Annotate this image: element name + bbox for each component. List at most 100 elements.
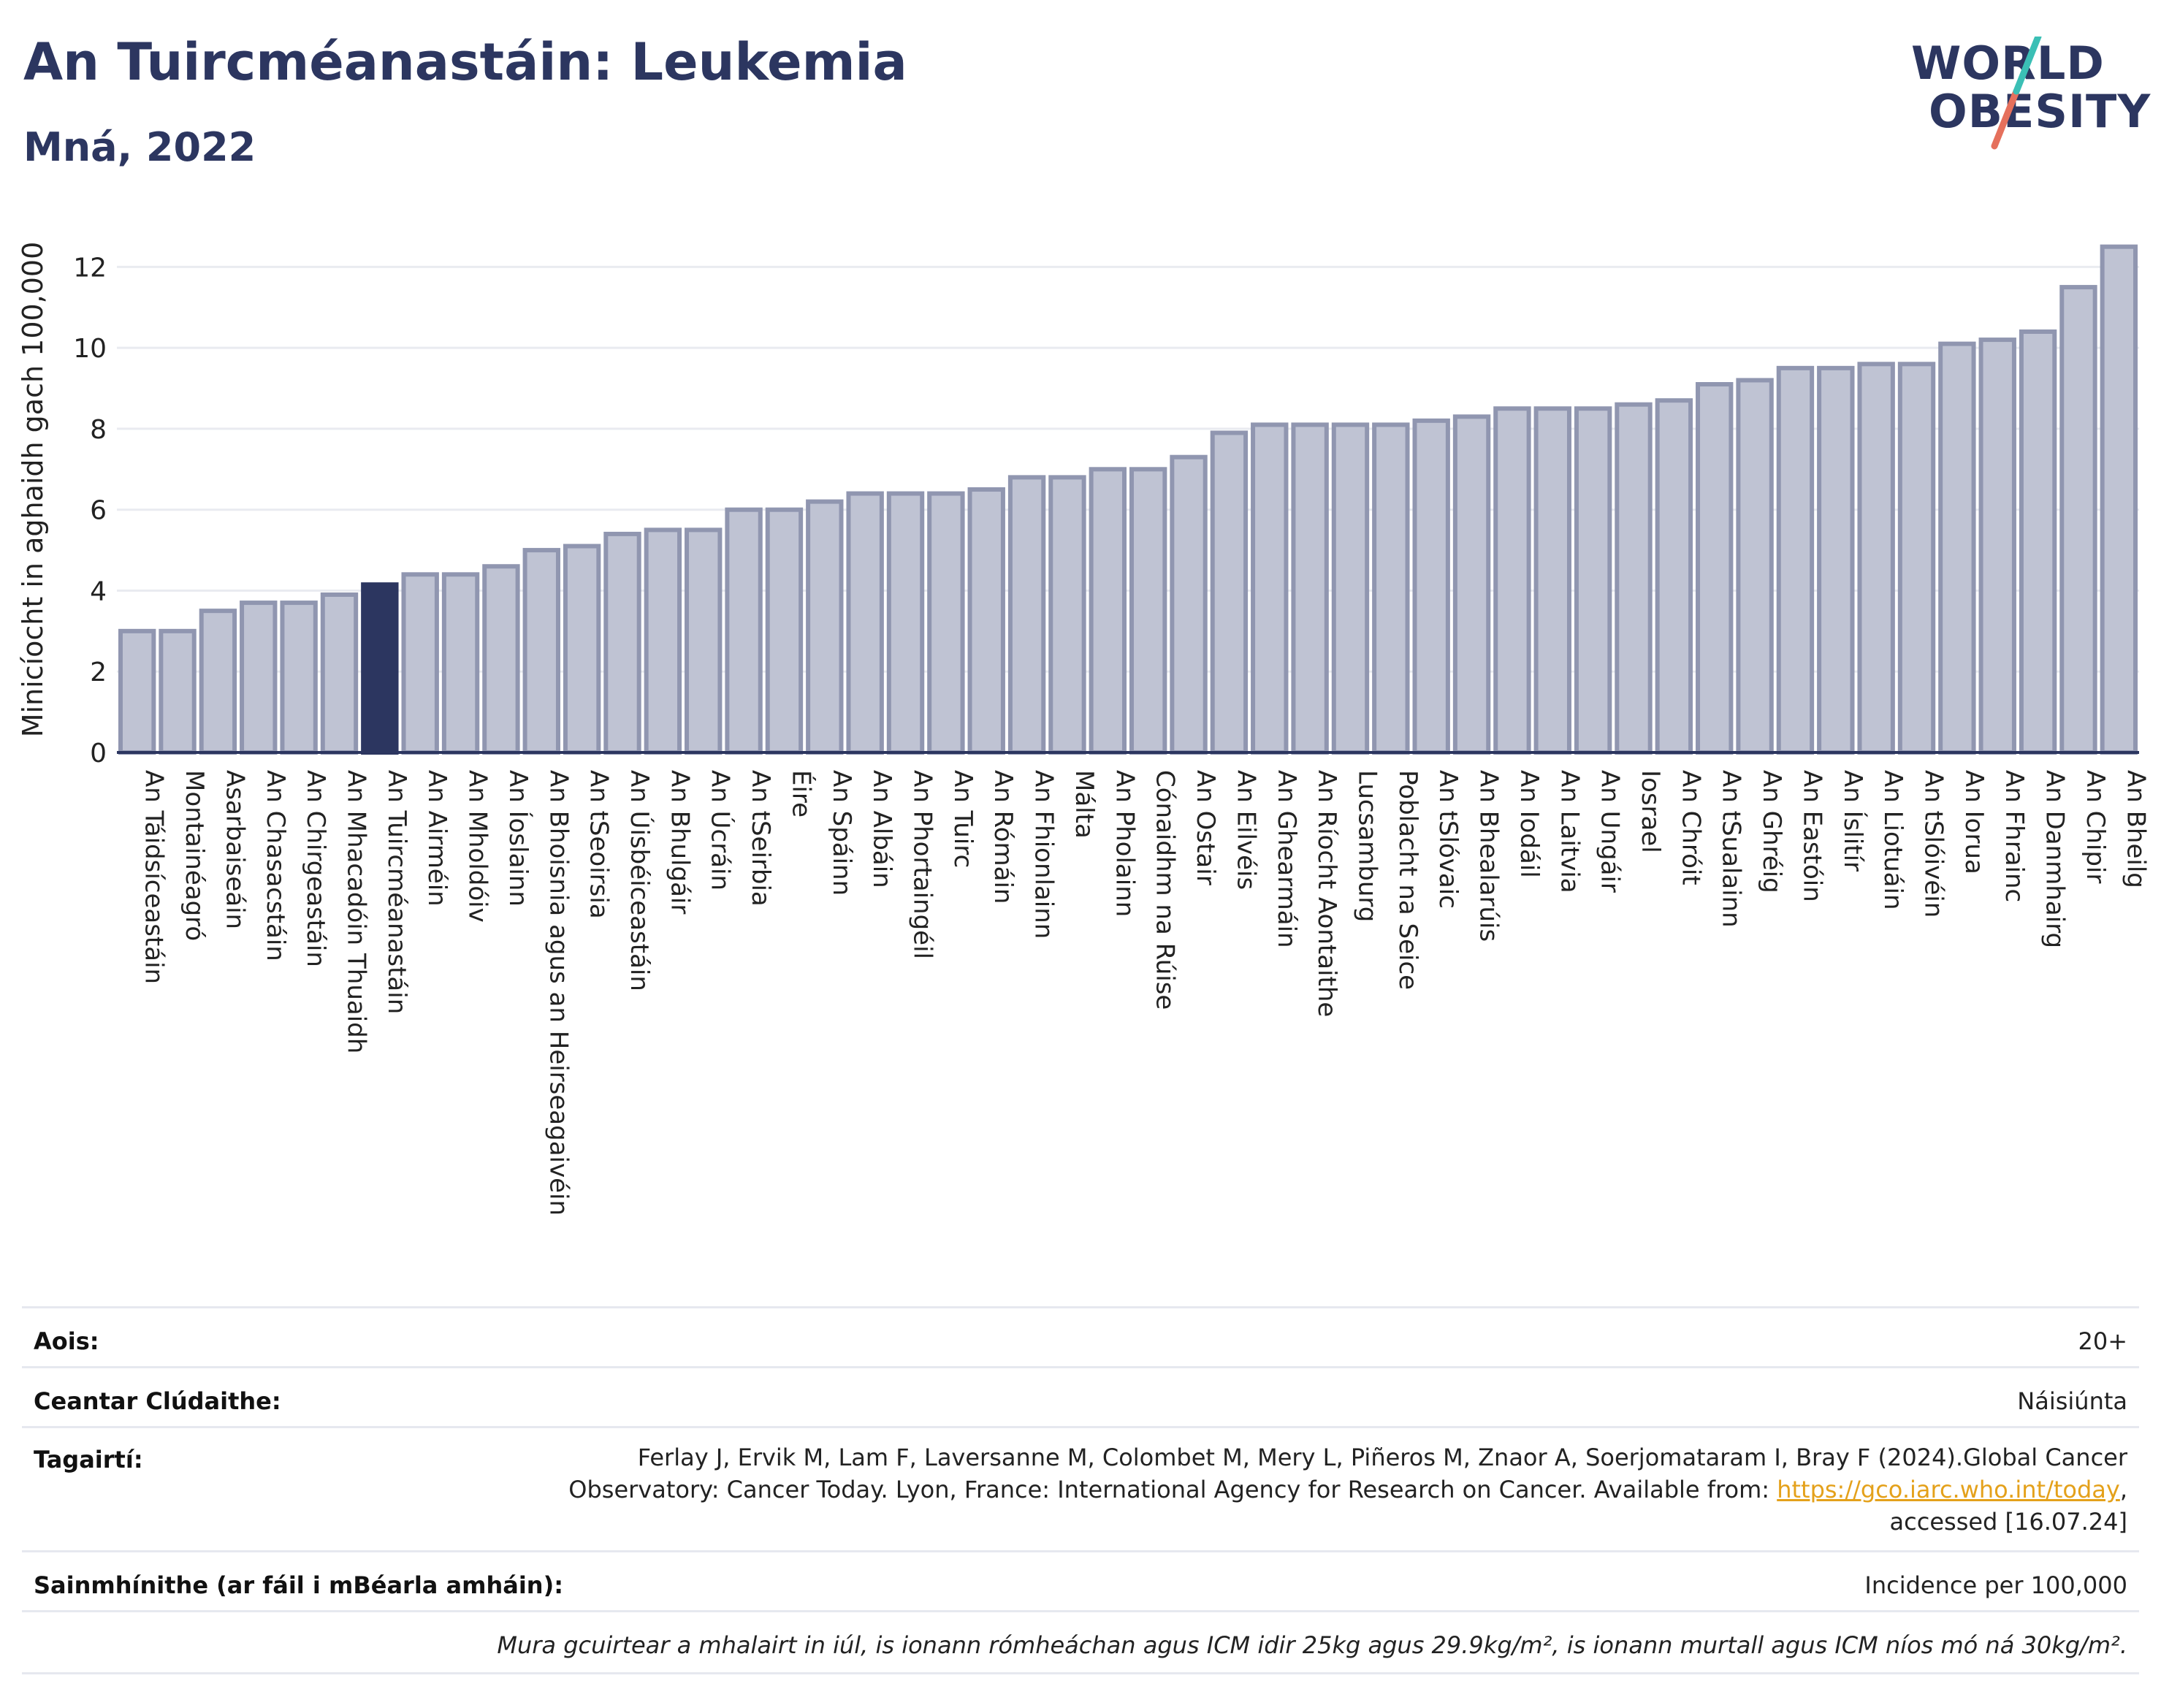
x-tick-label: An Bhoisnia agus an Heirseagaivéin (544, 770, 573, 1216)
x-tick-label: An Tuirc (948, 770, 977, 868)
y-tick-labels: 0 2 4 6 8 10 12 (73, 253, 107, 769)
x-tick-label: An Tuircméanastáin (382, 770, 411, 1014)
x-tick-label: An Liotuáin (1878, 770, 1907, 910)
reference-link[interactable]: https://gco.iarc.who.int/today (1777, 1476, 2120, 1503)
x-tick-label: An Fhionlainn (1029, 770, 1059, 939)
reference-line-3: accessed [16.07.24] (1889, 1508, 2127, 1536)
x-tick-label: An Úcráin (706, 770, 736, 891)
y-tick-label: 6 (90, 496, 107, 526)
bar (1048, 475, 1086, 755)
bar (1251, 422, 1289, 755)
bars (117, 244, 2139, 755)
x-tick-label: An tSlóivéin (1919, 770, 1948, 918)
x-tick-label: Cónaidhm na Rúise (1151, 770, 1180, 1010)
bar (1696, 382, 1734, 755)
x-tick-label: An Spáinn (827, 770, 856, 896)
x-tick-label: An tSualainn (1717, 770, 1746, 928)
logo-line-1: WORLD (1911, 37, 2105, 90)
info-row-note: Mura gcuirtear a mhalairt in iúl, is ion… (22, 1610, 2139, 1674)
x-tick-label: An Phortaingéil (908, 770, 937, 959)
x-tick-label: An Ostair (1191, 770, 1220, 885)
bar (1978, 338, 2016, 755)
bar (482, 564, 520, 755)
age-label: Aois: (34, 1327, 99, 1355)
bar (401, 572, 439, 755)
x-tick-label: An Chirgeastáin (301, 770, 330, 967)
bar (2100, 244, 2138, 755)
x-tick-label: An Danmhairg (2040, 770, 2070, 948)
bar (199, 609, 237, 755)
x-tick-label: An Chipir (2081, 770, 2110, 883)
bar (118, 628, 156, 755)
bar (441, 572, 480, 755)
x-tick-label: Montainéagró (180, 770, 209, 941)
bar (2059, 285, 2097, 755)
x-tick-labels: An Táidsíceastáin Montainéagró Asarbaiseái… (140, 770, 2151, 1216)
bar (1736, 378, 1774, 755)
x-tick-label: An Albáin (867, 770, 896, 888)
bar (1372, 422, 1410, 755)
bar (1817, 365, 1855, 755)
definitions-label: Sainmhínithe (ar fáil i mBéarla amháin): (34, 1571, 563, 1599)
area-value: Náisiúnta (2017, 1387, 2127, 1415)
bar (1897, 362, 1936, 755)
x-tick-label: Málta (1070, 770, 1099, 839)
bar (725, 507, 763, 755)
x-tick-label: An Táidsíceastáin (140, 770, 169, 984)
y-tick-label: 2 (90, 657, 107, 687)
bar (2019, 329, 2057, 755)
bar (1291, 422, 1329, 755)
logo-line-2: OBESITY (1929, 85, 2152, 138)
bar (1776, 365, 1815, 755)
bar (522, 548, 560, 755)
x-tick-label: An Ghréig (1757, 770, 1786, 893)
definitions-value: Incidence per 100,000 (1864, 1571, 2127, 1599)
references-value: Ferlay J, Ervik M, Lam F, Laversanne M, … (374, 1441, 2127, 1538)
bar (1574, 406, 1612, 755)
logo-slash-icon (1991, 37, 2042, 150)
bar (1331, 422, 1370, 755)
x-tick-label: An Ungáir (1596, 770, 1625, 893)
bar (240, 601, 278, 755)
y-axis-label: Minicíocht in aghaidh gach 100,000 (17, 242, 49, 738)
x-tick-label: An Mholdóiv (463, 770, 492, 923)
x-tick-label: Lucsamburg (1352, 770, 1381, 922)
bar (603, 531, 641, 755)
x-tick-label: An Eilvéis (1231, 770, 1260, 890)
x-tick-label: An Íoslainn (503, 770, 533, 907)
x-tick-label: An Íslitír (1838, 770, 1868, 872)
bar (280, 601, 318, 755)
bar (1655, 398, 1693, 755)
bar (685, 527, 723, 755)
age-value: 20+ (2078, 1327, 2127, 1355)
x-tick-label: An tSeoirsia (584, 770, 614, 919)
info-row-references: Tagairtí: Ferlay J, Ervik M, Lam F, Lave… (22, 1426, 2139, 1551)
x-tick-label: An tSeirbia (746, 770, 775, 907)
x-tick-label: An Fhrainc (2000, 770, 2029, 902)
bar (1089, 467, 1127, 755)
y-tick-label: 8 (90, 415, 107, 445)
page-subtitle: Mná, 2022 (23, 124, 256, 170)
y-tick-label: 12 (73, 253, 107, 283)
bar (320, 592, 359, 755)
bar (806, 499, 844, 755)
footnote: Mura gcuirtear a mhalairt in iúl, is ion… (497, 1631, 2127, 1659)
x-tick-label: An Pholainn (1110, 770, 1139, 917)
area-label: Ceantar Clúdaithe: (34, 1387, 281, 1415)
bar (1210, 430, 1249, 755)
bar (1533, 406, 1571, 755)
bar (927, 491, 965, 755)
reference-line-2-text: Observatory: Cancer Today. Lyon, France:… (568, 1476, 1777, 1503)
bar (765, 507, 804, 755)
x-tick-label: An Eastóin (1797, 770, 1826, 902)
x-tick-label: An tSlóvaic (1433, 770, 1463, 909)
bar (846, 491, 884, 755)
bar (1938, 341, 1976, 755)
info-row-age: Aois: 20+ (22, 1306, 2139, 1367)
bar (1170, 454, 1208, 755)
info-row-area: Ceantar Clúdaithe: Náisiúnta (22, 1366, 2139, 1427)
references-label: Tagairtí: (34, 1446, 143, 1473)
x-tick-label: An Chróit (1676, 770, 1705, 885)
x-tick-label: Asarbaiseáin (220, 770, 249, 929)
x-tick-label: An Iodáil (1514, 770, 1544, 878)
